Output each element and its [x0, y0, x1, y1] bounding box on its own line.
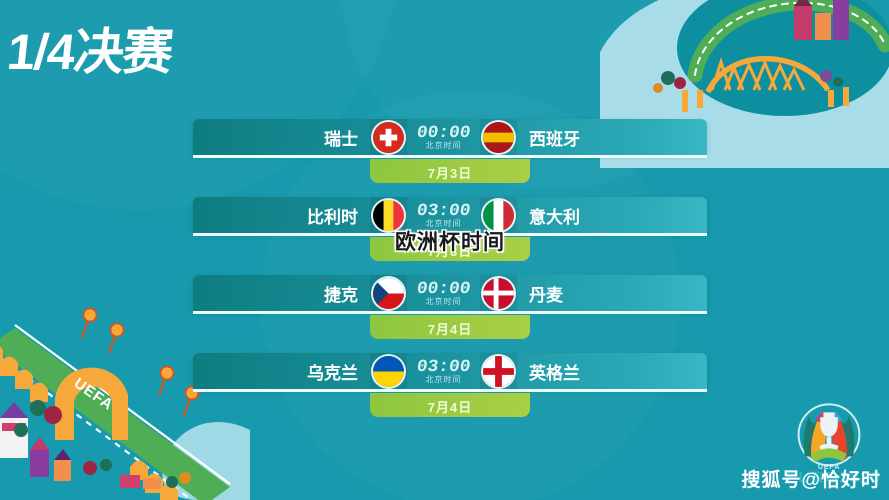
- svg-text:UEFA: UEFA: [818, 462, 840, 471]
